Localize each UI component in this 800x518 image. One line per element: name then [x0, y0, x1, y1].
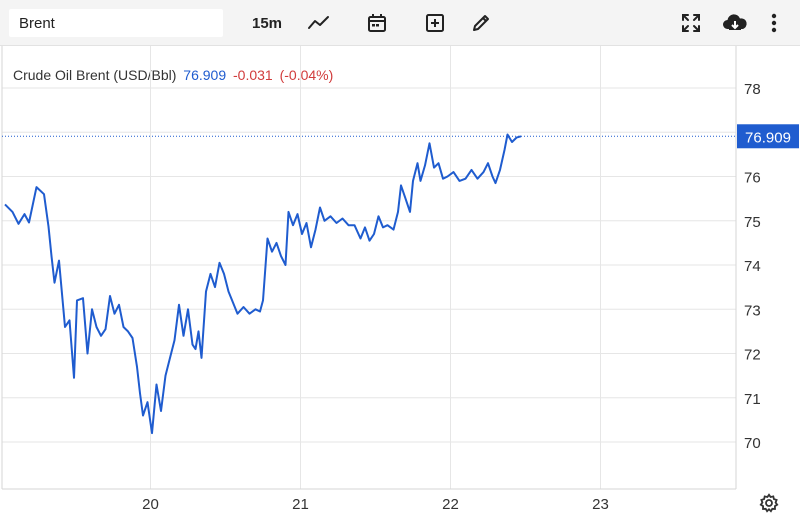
date-range-button[interactable]	[362, 8, 392, 38]
x-tick-label: 22	[442, 496, 459, 513]
price-change: -0.031	[233, 67, 273, 83]
last-price-tag-label: 76.909	[745, 129, 791, 146]
fullscreen-button[interactable]	[676, 8, 706, 38]
y-tick-label: 73	[744, 302, 761, 319]
download-button[interactable]	[718, 8, 752, 38]
last-price-tag	[737, 124, 799, 149]
y-tick-label: 72	[744, 347, 761, 364]
current-price: 76.909	[183, 67, 227, 83]
instrument-name: Crude Oil Brent (USD/Bbl)	[13, 67, 177, 83]
add-indicator-button[interactable]	[420, 8, 450, 38]
x-tick-label: 23	[592, 496, 609, 513]
price-series-line	[4, 133, 522, 435]
draw-button[interactable]	[466, 8, 496, 38]
more-options-button[interactable]	[762, 8, 786, 38]
symbol-search-input[interactable]	[9, 9, 223, 37]
y-tick-label: 74	[744, 258, 761, 275]
interval-button[interactable]: 15m	[251, 14, 283, 32]
chart-settings-button[interactable]	[756, 490, 782, 516]
y-tick-label: 71	[744, 391, 761, 408]
more-vertical-icon	[771, 13, 777, 33]
gear-icon	[759, 493, 779, 513]
chart-type-button[interactable]	[304, 8, 334, 38]
fullscreen-icon	[680, 12, 702, 34]
draw-pencil-icon	[470, 12, 492, 34]
add-indicator-icon	[424, 12, 446, 34]
y-tick-label: 70	[744, 435, 761, 452]
y-tick-label: 78	[744, 81, 761, 98]
chart-legend: Crude Oil Brent (USD/Bbl) 76.909 -0.031 …	[13, 67, 333, 83]
price-change-percent: (-0.04%)	[279, 67, 334, 83]
x-tick-label: 21	[292, 496, 309, 513]
y-tick-label: 76	[744, 170, 761, 187]
chart-type-line-icon	[307, 13, 331, 33]
calendar-icon	[366, 12, 388, 34]
chart-toolbar: 15m	[0, 0, 800, 46]
x-tick-label: 20	[142, 496, 159, 513]
y-tick-label: 75	[744, 214, 761, 231]
download-cloud-icon	[722, 12, 748, 34]
